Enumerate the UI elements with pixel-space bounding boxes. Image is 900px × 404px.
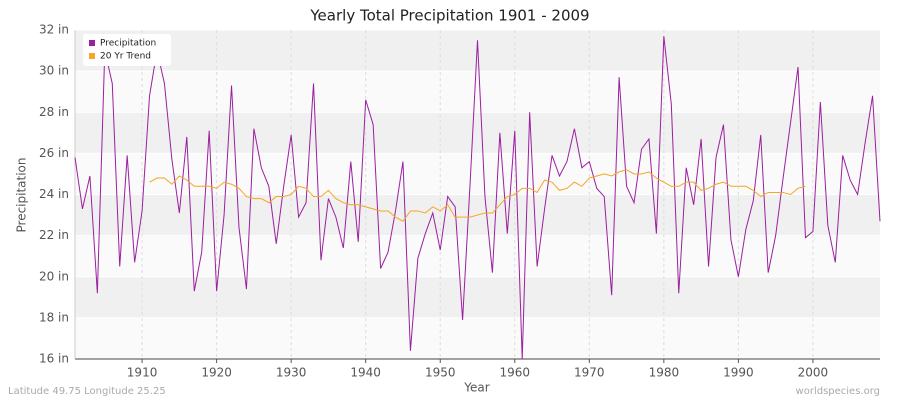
series-line (149, 169, 806, 222)
y-tick-label: 28 in (39, 105, 69, 119)
y-axis-label: Precipitation (15, 157, 29, 232)
x-tick-label: 1940 (350, 366, 381, 380)
x-axis-label: Year (463, 381, 489, 395)
legend-label: 20 Yr Trend (100, 52, 151, 62)
y-tick-label: 20 in (39, 269, 69, 283)
x-tick-label: 1920 (201, 366, 232, 380)
y-tick-label: 16 in (39, 352, 69, 366)
x-tick-label: 1950 (425, 366, 456, 380)
y-tick-label: 24 in (39, 187, 69, 201)
legend-swatch (89, 40, 95, 46)
x-tick-label: 1970 (574, 366, 605, 380)
x-tick-label: 1930 (276, 366, 307, 380)
footer-left: Latitude 49.75 Longitude 25.25 (8, 386, 166, 397)
grid-band (75, 276, 880, 318)
y-tick-label: 30 in (39, 64, 69, 78)
chart-title: Yearly Total Precipitation 1901 - 2009 (309, 7, 589, 25)
y-tick-label: 26 in (39, 146, 69, 160)
legend-box (83, 34, 171, 66)
legend-label: Precipitation (100, 39, 156, 49)
y-tick-label: 22 in (39, 228, 69, 242)
y-tick-label: 18 in (39, 310, 69, 324)
x-tick-label: 1960 (499, 366, 530, 380)
x-tick-label: 2000 (798, 366, 829, 380)
x-tick-label: 1990 (723, 366, 754, 380)
x-tick-label: 1980 (649, 366, 680, 380)
y-tick-label: 32 in (39, 23, 69, 37)
series-line (74, 36, 881, 360)
x-tick-label: 1910 (127, 366, 158, 380)
legend-swatch (89, 53, 95, 59)
footer-right: worldspecies.org (796, 386, 880, 397)
